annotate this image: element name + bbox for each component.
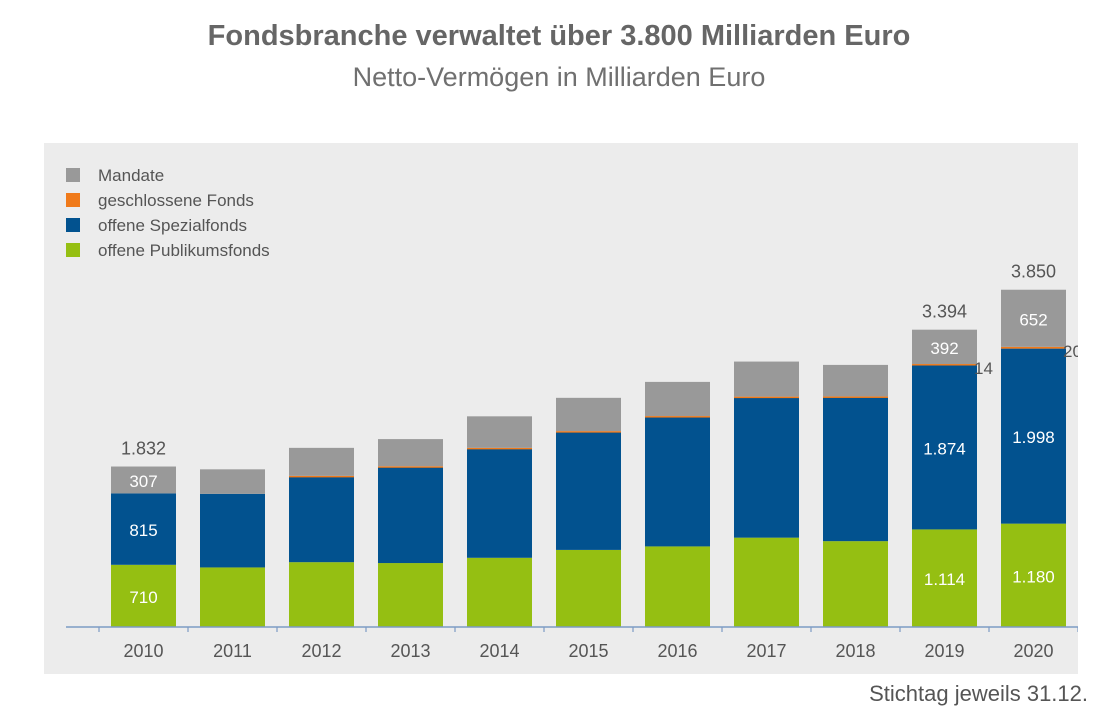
bar-offene-publikumsfonds-2020 bbox=[1001, 523, 1066, 627]
x-tick-label-2018: 2018 bbox=[835, 641, 875, 661]
bar-offene-publikumsfonds-2015 bbox=[556, 549, 621, 627]
data-label-2020-offene-spezialfonds: 1.998 bbox=[1012, 428, 1055, 447]
chart-title: Fondsbranche verwaltet über 3.800 Millia… bbox=[207, 20, 911, 52]
bar-mandate-2020 bbox=[1001, 289, 1066, 347]
bar-offene-spezialfonds-2020 bbox=[1001, 348, 1066, 524]
x-tick-label-2020: 2020 bbox=[1013, 641, 1053, 661]
legend-swatch-geschlossene-fonds bbox=[66, 193, 80, 207]
bar-mandate-2011 bbox=[200, 469, 265, 494]
bar-geschlossene-fonds-2013 bbox=[378, 466, 443, 468]
x-tick-label-2012: 2012 bbox=[301, 641, 341, 661]
legend-label-offene-publikumsfonds: offene Publikumsfonds bbox=[98, 241, 270, 260]
legend-label-geschlossene-fonds: geschlossene Fonds bbox=[98, 191, 254, 210]
data-label-2010-offene-publikumsfonds: 710 bbox=[129, 588, 157, 607]
total-label-2010: 1.832 bbox=[121, 439, 166, 459]
bar-geschlossene-fonds-2018 bbox=[823, 396, 888, 398]
bar-offene-publikumsfonds-2010 bbox=[111, 564, 176, 627]
legend-label-mandate: Mandate bbox=[98, 166, 164, 185]
bar-offene-spezialfonds-2016 bbox=[645, 416, 710, 547]
chart-subtitle: Netto-Vermögen in Milliarden Euro bbox=[352, 62, 766, 92]
bar-geschlossene-fonds-2014 bbox=[467, 447, 532, 450]
total-label-2020: 3.850 bbox=[1011, 262, 1056, 282]
bar-offene-spezialfonds-2012 bbox=[289, 476, 354, 563]
bar-offene-spezialfonds-2014 bbox=[467, 448, 532, 558]
bar-mandate-2014 bbox=[467, 416, 532, 448]
total-label-2019: 3.394 bbox=[922, 302, 967, 322]
bar-geschlossene-fonds-2017 bbox=[734, 396, 799, 399]
data-label-2020-geschlossene: 20 bbox=[1063, 342, 1078, 361]
bar-offene-publikumsfonds-2019 bbox=[912, 529, 977, 627]
data-label-2020-offene-publikumsfonds: 1.180 bbox=[1012, 567, 1055, 586]
legend-swatch-offene-spezialfonds bbox=[66, 218, 80, 232]
legend-swatch-mandate bbox=[66, 168, 80, 182]
x-tick-label-2019: 2019 bbox=[924, 641, 964, 661]
bar-mandate-2018 bbox=[823, 364, 888, 397]
bar-offene-spezialfonds-2017 bbox=[734, 397, 799, 538]
x-tick-label-2014: 2014 bbox=[479, 641, 519, 661]
bar-geschlossene-fonds-2015 bbox=[556, 431, 621, 433]
bar-mandate-2010 bbox=[111, 466, 176, 494]
bar-offene-spezialfonds-2013 bbox=[378, 466, 443, 564]
bar-offene-spezialfonds-2015 bbox=[556, 431, 621, 550]
data-label-2019-offene-spezialfonds: 1.874 bbox=[923, 439, 966, 458]
bar-offene-publikumsfonds-2016 bbox=[645, 546, 710, 627]
bar-mandate-2016 bbox=[645, 381, 710, 417]
chart-panel: 2010 2011 2012 2013 2014 2015 2016 2017 2018 2019… bbox=[44, 143, 1078, 674]
data-label-2019-offene-publikumsfonds: 1.114 bbox=[924, 570, 965, 589]
bar-mandate-2017 bbox=[734, 361, 799, 397]
bar-geschlossene-fonds-2019 bbox=[912, 364, 977, 366]
data-label-2019-geschlossene: 14 bbox=[974, 359, 993, 378]
bar-offene-publikumsfonds-2018 bbox=[823, 541, 888, 627]
bar-offene-publikumsfonds-2011 bbox=[200, 567, 265, 627]
x-tick-label-2013: 2013 bbox=[390, 641, 430, 661]
bar-offene-spezialfonds-2019 bbox=[912, 365, 977, 530]
bar-offene-publikumsfonds-2013 bbox=[378, 563, 443, 627]
data-label-2010-offene-spezialfonds: 815 bbox=[129, 521, 157, 540]
x-tick-label-2010: 2010 bbox=[123, 641, 163, 661]
data-label-2010-mandate: 307 bbox=[129, 472, 157, 491]
bar-geschlossene-fonds-2020 bbox=[1001, 346, 1066, 349]
data-label-2020-mandate: 652 bbox=[1019, 310, 1047, 329]
bar-mandate-2019 bbox=[912, 329, 977, 365]
x-tick-label-2016: 2016 bbox=[657, 641, 697, 661]
bar-offene-spezialfonds-2011 bbox=[200, 493, 265, 568]
bar-mandate-2015 bbox=[556, 397, 621, 432]
bar-offene-publikumsfonds-2014 bbox=[467, 557, 532, 627]
bar-mandate-2012 bbox=[289, 447, 354, 476]
x-tick-label-2011: 2011 bbox=[213, 641, 252, 661]
bar-offene-spezialfonds-2018 bbox=[823, 397, 888, 542]
bar-offene-publikumsfonds-2012 bbox=[289, 562, 354, 627]
data-label-2019-mandate: 392 bbox=[930, 339, 958, 358]
stacked-bar-chart: 2010 2011 2012 2013 2014 2015 2016 2017 2018 2019… bbox=[66, 166, 1078, 661]
bar-geschlossene-fonds-2016 bbox=[645, 416, 710, 418]
x-tick-label-2015: 2015 bbox=[568, 641, 608, 661]
bar-geschlossene-fonds-2012 bbox=[289, 475, 354, 478]
x-tick-label-2017: 2017 bbox=[746, 641, 786, 661]
footnote: Stichtag jeweils 31.12. bbox=[869, 681, 1088, 706]
bar-mandate-2013 bbox=[378, 439, 443, 467]
bar-offene-spezialfonds-2010 bbox=[111, 493, 176, 565]
bar-offene-publikumsfonds-2017 bbox=[734, 537, 799, 627]
legend-swatch-offene-publikumsfonds bbox=[66, 243, 80, 257]
legend-label-offene-spezialfonds: offene Spezialfonds bbox=[98, 216, 247, 235]
